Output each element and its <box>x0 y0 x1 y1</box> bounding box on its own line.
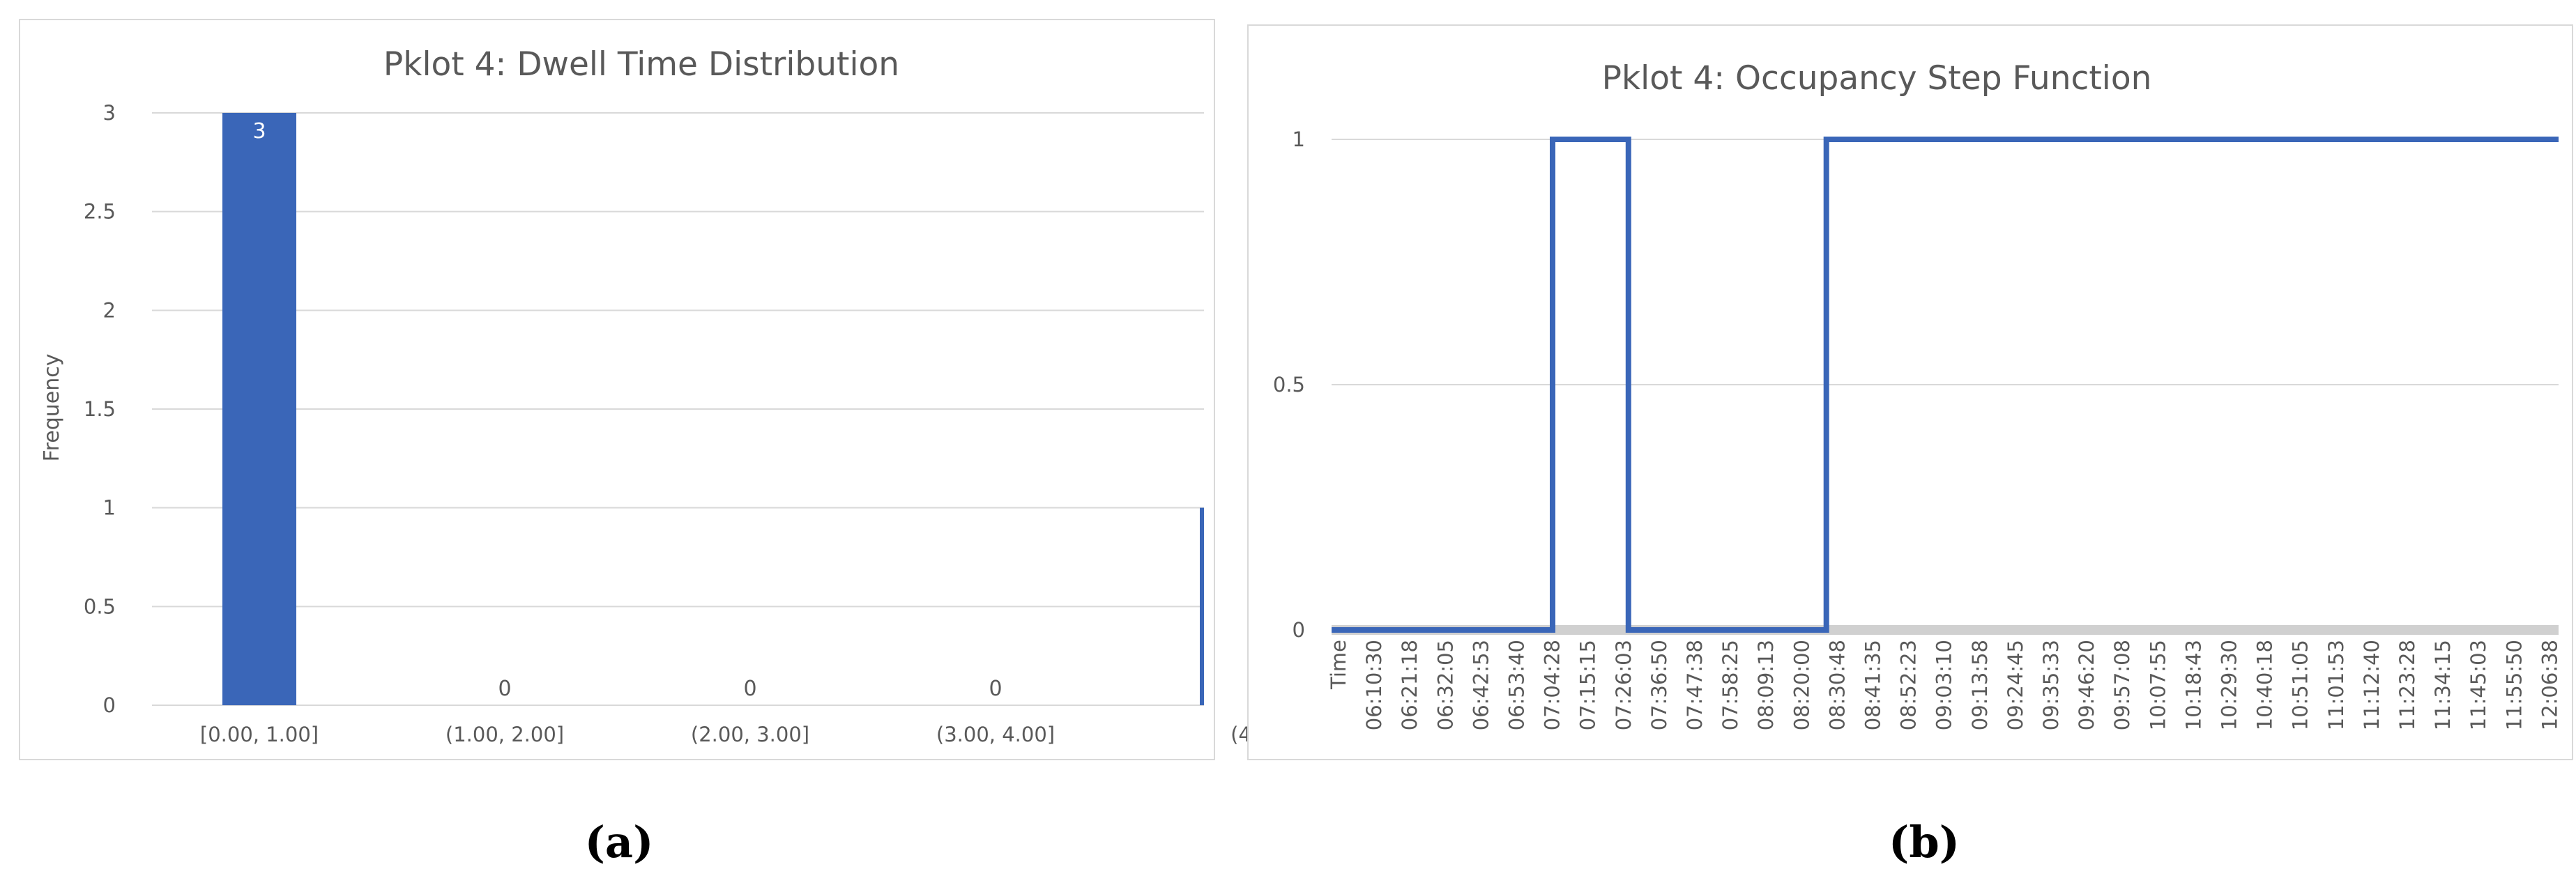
chart-a-y-axis-title: Frequency <box>40 354 64 462</box>
chart-b-title: Pklot 4: Occupancy Step Function <box>1602 59 2152 98</box>
chart-a-y-tick-label: 0 <box>103 693 116 717</box>
chart-b-x-tick-label: 08:30:48 <box>1825 640 1849 730</box>
chart-a-y-ticks: 0 0.5 1 1.5 2 2.5 3 <box>84 101 116 717</box>
chart-b-x-tick-label: 08:52:23 <box>1897 640 1921 730</box>
chart-b-y-tick-label: 1 <box>1293 128 1305 151</box>
chart-a-y-tick-label: 0.5 <box>84 594 116 618</box>
panel-label-a: (a) <box>585 817 654 868</box>
chart-a-bar <box>1200 507 1204 705</box>
chart-b-x-tick-label: 09:57:08 <box>2110 640 2134 730</box>
chart-b-x-tick-label: 07:15:15 <box>1576 640 1600 730</box>
chart-a-bars <box>222 113 1204 705</box>
chart-b-x-tick-label: 06:42:53 <box>1469 640 1493 730</box>
chart-b-x-tick-label: 10:18:43 <box>2181 640 2205 730</box>
chart-b-x-tick-label: 09:13:58 <box>1968 640 1992 730</box>
chart-b-x-tick-label: 07:04:28 <box>1541 640 1564 730</box>
chart-a-x-tick-label: (1.00, 2.00] <box>445 723 564 746</box>
chart-a-data-label: 3 <box>252 119 266 144</box>
chart-b-x-tick-label: 07:58:25 <box>1718 640 1742 730</box>
chart-b-x-tick-label: 11:12:40 <box>2360 640 2384 730</box>
chart-b-x-tick-label: 07:36:50 <box>1647 640 1671 730</box>
chart-b-x-tick-label: 10:51:05 <box>2289 640 2312 730</box>
chart-a-frame <box>19 19 1215 760</box>
chart-b-x-tick-label: 06:32:05 <box>1433 640 1457 730</box>
chart-b-x-tick-label: Time <box>1327 640 1350 690</box>
chart-b-x-tick-label: 09:24:45 <box>2004 640 2027 730</box>
chart-b-x-tick-label: 10:29:30 <box>2218 640 2241 730</box>
chart-b-x-tick-label: 10:40:18 <box>2253 640 2277 730</box>
chart-a-data-labels: 3 0 0 0 <box>252 119 1002 701</box>
chart-b-x-tick-label: 06:10:30 <box>1362 640 1386 730</box>
chart-b-y-tick-label: 0 <box>1293 618 1305 642</box>
chart-b-frame <box>1247 24 2573 760</box>
chart-b-series <box>1332 137 2559 633</box>
chart-a-y-tick-label: 1 <box>103 496 116 520</box>
chart-b-x-tick-label: 11:01:53 <box>2324 640 2348 730</box>
chart-b-x-ticks: Time 06:10:30 06:21:18 06:32:05 06:42:53 06:5… <box>1327 640 2561 730</box>
chart-b-step-line <box>1332 137 2559 633</box>
chart-b-x-tick-label: 09:35:33 <box>2039 640 2063 730</box>
chart-a-x-tick-label: (2.00, 3.00] <box>691 723 809 746</box>
chart-b-x-tick-label: 11:45:03 <box>2467 640 2490 730</box>
chart-a-y-tick-label: 1.5 <box>84 397 116 421</box>
chart-b-x-tick-label: 09:46:20 <box>2075 640 2098 730</box>
chart-a-y-tick-label: 2 <box>103 298 116 322</box>
chart-b-x-tick-label: 08:09:13 <box>1754 640 1778 730</box>
chart-b-y-tick-label: 0.5 <box>1273 373 1305 397</box>
chart-b-x-tick-label: 08:41:35 <box>1861 640 1885 730</box>
chart-a-title: Pklot 4: Dwell Time Distribution <box>383 45 899 84</box>
chart-b-x-tick-label: 11:55:50 <box>2502 640 2526 730</box>
chart-b-x-tick-label: 09:03:10 <box>1933 640 1956 730</box>
chart-a-y-tick-label: 2.5 <box>84 200 116 224</box>
chart-a-x-tick-label: (3.00, 4.00] <box>936 723 1055 746</box>
chart-b-x-tick-label: 08:20:00 <box>1790 640 1813 730</box>
chart-a-data-label: 0 <box>498 677 511 701</box>
chart-a-data-label: 0 <box>989 677 1002 701</box>
chart-b-x-tick-label: 11:34:15 <box>2431 640 2455 730</box>
chart-a-bar <box>222 113 296 705</box>
panel-label-b: (b) <box>1889 817 1960 868</box>
chart-b-x-tick-label: 06:21:18 <box>1398 640 1422 730</box>
chart-b-x-tick-label: 11:23:28 <box>2395 640 2419 730</box>
occupancy-step-chart: Pklot 4: Occupancy Step Function 00.51 T… <box>1247 24 2573 760</box>
chart-b-x-tick-label: 12:06:38 <box>2538 640 2561 730</box>
chart-b-x-tick-label: 10:07:55 <box>2146 640 2170 730</box>
chart-a-y-tick-label: 3 <box>103 101 116 125</box>
dwell-time-histogram: Pklot 4: Dwell Time Distribution Frequen… <box>19 19 1251 760</box>
chart-a-gridlines <box>152 112 1204 706</box>
chart-a-data-label: 0 <box>743 677 756 701</box>
chart-a-x-tick-label: [0.00, 1.00] <box>200 723 319 746</box>
chart-b-x-tick-label: 06:53:40 <box>1505 640 1529 730</box>
chart-b-y-ticks: 00.51 <box>1273 128 1305 642</box>
chart-b-x-tick-label: 07:47:38 <box>1683 640 1707 730</box>
chart-b-x-tick-label: 07:26:03 <box>1612 640 1636 730</box>
